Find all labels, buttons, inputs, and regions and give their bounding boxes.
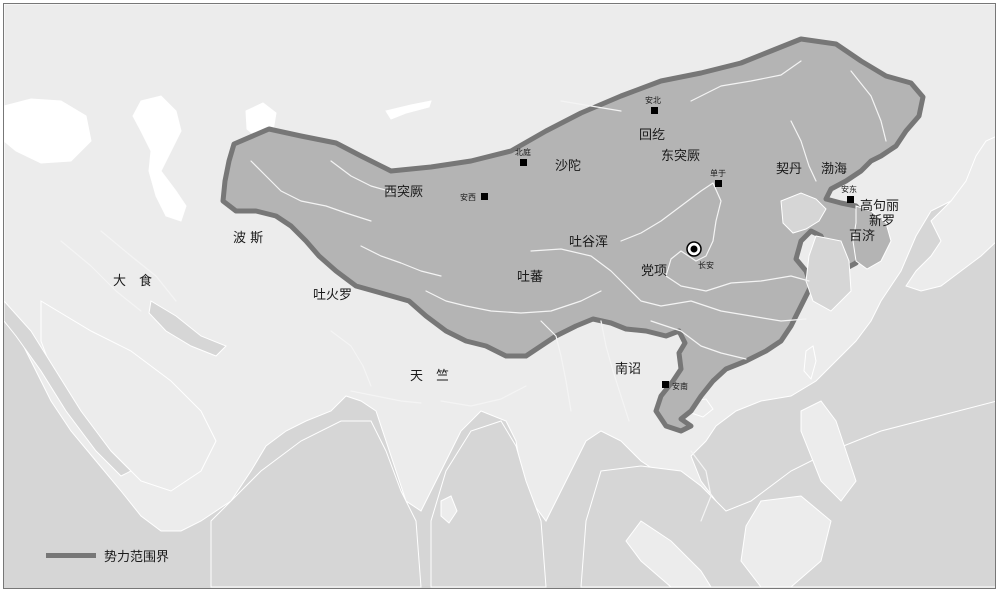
taiwan-island [803, 345, 817, 381]
bohai-sea [780, 192, 827, 234]
label-huihe: 回纥 [639, 128, 665, 143]
label-xitujue: 西突厥 [384, 184, 423, 200]
label-dongtujue: 东突厥 [661, 148, 700, 164]
black-sea [4, 98, 92, 164]
red-sea [4, 300, 132, 477]
anxi-marker [481, 193, 488, 200]
philippines-islands [800, 400, 857, 502]
korean-peninsula [852, 205, 892, 270]
label-changan: 长安 [698, 260, 714, 270]
label-gaogouli: 高句丽 [860, 198, 899, 214]
lake-balkhash [385, 100, 432, 120]
annan-marker [662, 381, 669, 388]
map-canvas: 大 食 波 斯 吐火罗 天 竺 西突厥 安西 北庭 沙陀 安北 回纥 东突厥 单… [4, 4, 995, 588]
place-labels: 大 食 波 斯 吐火罗 天 竺 西突厥 安西 北庭 沙陀 安北 回纥 东突厥 单… [113, 95, 899, 391]
label-xinluo: 新罗 [869, 213, 895, 229]
label-dashi: 大 食 [113, 273, 152, 289]
sumatra-island [625, 520, 712, 588]
map-legend: 势力范围界 [46, 545, 169, 565]
bay-of-bengal [430, 420, 547, 588]
anbei-marker [651, 107, 658, 114]
label-shatuo: 沙陀 [555, 158, 581, 174]
label-nanzhao: 南诏 [615, 361, 641, 377]
label-tuhuoluo: 吐火罗 [313, 288, 352, 303]
japan-islands [905, 136, 995, 292]
label-tuyuhun: 吐谷浑 [569, 235, 608, 250]
yellow-sea [805, 235, 852, 312]
label-tianzhu: 天 竺 [410, 369, 449, 384]
rivers [60, 60, 887, 522]
label-andong: 安东 [841, 184, 857, 194]
label-bohai: 渤海 [821, 161, 847, 177]
legend-border-swatch [46, 552, 96, 558]
sri-lanka-island [440, 495, 458, 524]
caspian-sea [132, 95, 187, 222]
label-annan: 安南 [672, 381, 688, 391]
label-bosi: 波 斯 [233, 231, 263, 246]
tang-sphere-territory [220, 36, 926, 434]
persian-gulf [148, 300, 227, 357]
borneo-island [740, 495, 832, 588]
label-anxi: 安西 [460, 192, 476, 202]
changan-capital-marker [686, 241, 702, 257]
chanyu-marker [715, 180, 722, 187]
label-tubo: 吐蕃 [517, 270, 543, 285]
label-dangxiang: 党项 [641, 264, 667, 279]
map-frame: 大 食 波 斯 吐火罗 天 竺 西突厥 安西 北庭 沙陀 安北 回纥 东突厥 单… [3, 3, 996, 589]
south-china-sea [580, 401, 995, 588]
label-anbei: 安北 [645, 95, 661, 105]
legend-label: 势力范围界 [104, 549, 170, 565]
andong-marker [847, 196, 854, 203]
label-beiting: 北庭 [515, 147, 531, 157]
label-qidan: 契丹 [776, 162, 802, 177]
label-baiji: 百济 [849, 229, 875, 244]
arabian-sea [210, 420, 422, 588]
label-chanyu: 单于 [710, 168, 726, 178]
beiting-marker [520, 159, 527, 166]
